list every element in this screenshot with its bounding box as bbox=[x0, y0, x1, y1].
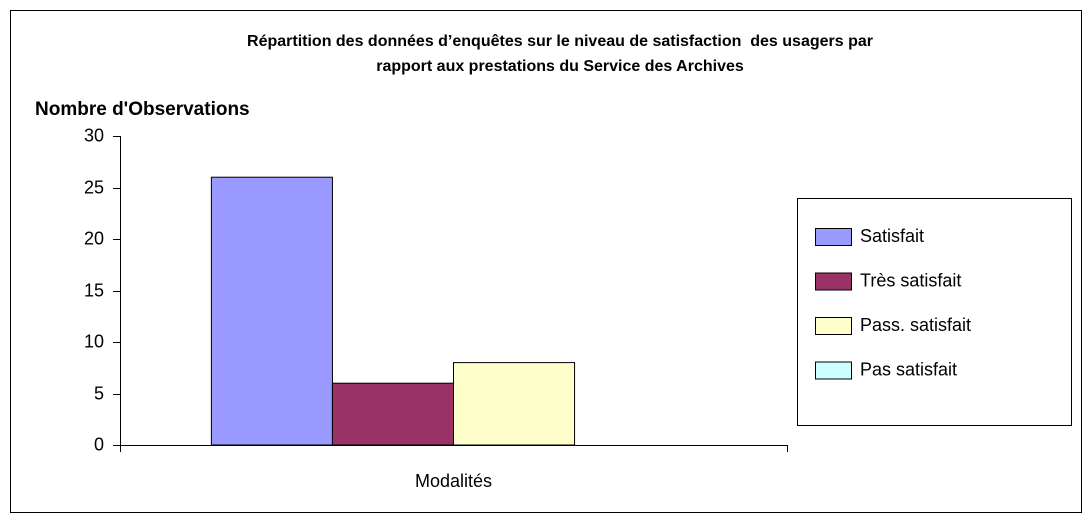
legend-swatch bbox=[815, 361, 852, 380]
bar bbox=[453, 362, 576, 446]
y-tick-label: 20 bbox=[84, 228, 104, 248]
chart-title: rapport aux prestations du Service des A… bbox=[376, 58, 744, 75]
y-tick-label: 5 bbox=[94, 383, 104, 403]
y-tick-label: 25 bbox=[84, 177, 104, 197]
legend-swatch bbox=[815, 317, 852, 335]
legend-label: Pas satisfait bbox=[860, 359, 957, 379]
legend-label: Très satisfait bbox=[860, 270, 961, 290]
bar bbox=[331, 382, 455, 446]
legend-label: Satisfait bbox=[860, 226, 924, 246]
bar bbox=[210, 176, 333, 446]
legend-label: Pass. satisfait bbox=[860, 315, 971, 335]
y-tick-label: 0 bbox=[94, 434, 104, 454]
legend-swatch bbox=[815, 228, 852, 246]
x-tick-label: Modalités bbox=[415, 471, 492, 491]
chart-title: Répartition des données d’enquêtes sur l… bbox=[247, 33, 873, 50]
y-tick-label: 15 bbox=[84, 280, 104, 300]
y-axis-label: Nombre d'Observations bbox=[35, 99, 250, 120]
legend-swatch bbox=[815, 272, 852, 291]
y-tick-label: 30 bbox=[84, 125, 104, 145]
y-tick-label: 10 bbox=[84, 331, 104, 351]
